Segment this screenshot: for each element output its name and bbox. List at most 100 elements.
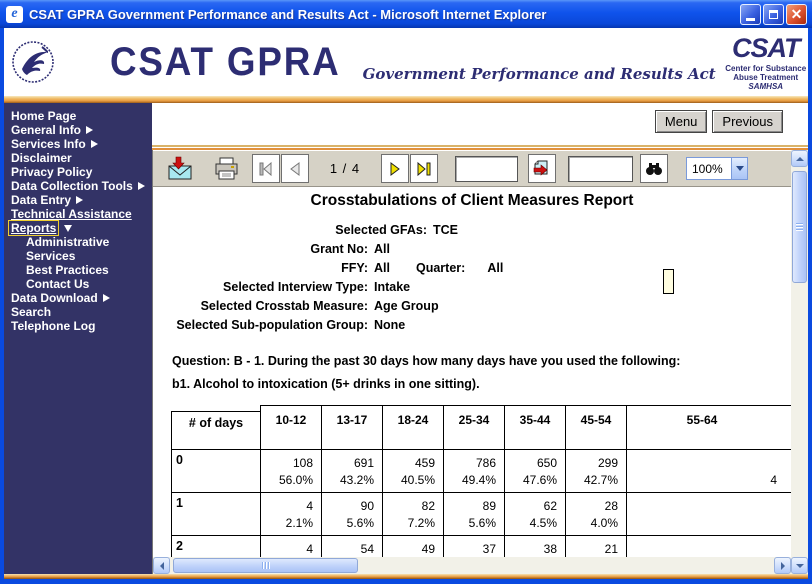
table-cell: 90 5.6% (321, 492, 383, 536)
sidebar-item-label-highlighted: Reports (8, 220, 60, 236)
content-top-bar: Menu Previous (152, 103, 808, 145)
scroll-left-button[interactable] (153, 557, 170, 574)
table-cell (626, 492, 791, 536)
param-value: All (374, 242, 390, 256)
csat-logo-samhsa: SAMHSA (748, 82, 784, 91)
table-cell: 299 42.7% (565, 449, 627, 493)
print-icon[interactable] (213, 156, 240, 182)
table-cell: 37 (443, 535, 505, 557)
last-page-button[interactable] (410, 154, 438, 183)
report-viewer: 1 / 4 (152, 150, 808, 574)
menu-button[interactable]: Menu (654, 110, 708, 133)
last-page-icon (417, 161, 431, 176)
sidebar-item-data-entry[interactable]: Data Entry (4, 193, 152, 207)
table-row: 2 4 54 49 37 38 21 (171, 535, 791, 557)
brand-tagline: Government Performance and Results Act (362, 65, 716, 83)
sidebar-item-telephone-log[interactable]: Telephone Log (4, 319, 152, 333)
vertical-scrollbar-track[interactable] (791, 283, 808, 557)
previous-button[interactable]: Previous (712, 110, 783, 133)
goto-page-button[interactable] (528, 154, 556, 183)
sidebar-item-label: Privacy Policy (11, 165, 93, 179)
param-label: Quarter: (415, 261, 466, 275)
horizontal-scrollbar[interactable] (153, 557, 791, 574)
sidebar-item-label: Services Info (11, 137, 86, 151)
table-cell: 38 (504, 535, 566, 557)
sidebar-item-contact-us[interactable]: Contact Us (4, 277, 152, 291)
question-text: Question: B - 1. During the past 30 days… (172, 350, 680, 396)
sidebar-item-administrative[interactable]: Administrative (4, 235, 152, 249)
column-header: 55-64 (626, 405, 791, 450)
table-cell: 691 43.2% (321, 449, 383, 493)
sidebar-item-privacy-policy[interactable]: Privacy Policy (4, 165, 152, 179)
horizontal-scrollbar-thumb[interactable] (173, 558, 358, 573)
sidebar-item-general-info[interactable]: General Info (4, 123, 152, 137)
csat-logo-sub1: Center for Substance (725, 64, 807, 73)
sidebar-item-data-download[interactable]: Data Download (4, 291, 152, 305)
horizontal-scrollbar-track[interactable] (358, 557, 774, 574)
chevron-right-icon (137, 182, 145, 190)
crosstab-table: # of days 10-12 13-17 18-24 25-34 35-44 … (171, 405, 791, 557)
chevron-down-icon (795, 563, 804, 568)
page-indicator: 1 / 4 (329, 161, 361, 176)
param-value: TCE (433, 223, 458, 237)
brand-logo-text: CSAT GPRA (110, 39, 341, 84)
table-cell: 89 5.6% (443, 492, 505, 536)
table-cell: 108 56.0% (260, 449, 322, 493)
csat-samhsa-logo: CSAT Center for Substance Abuse Treatmen… (716, 33, 808, 91)
table-cell: 49 (382, 535, 444, 557)
sidebar-item-best-practices[interactable]: Best Practices (4, 263, 152, 277)
gold-bottom-bar (4, 574, 808, 579)
goto-page-input[interactable] (455, 155, 518, 182)
sidebar-item-label: Data Entry (11, 193, 72, 207)
previous-page-button[interactable] (281, 154, 309, 183)
search-text-input[interactable] (568, 155, 633, 182)
sidebar-item-label: Best Practices (26, 263, 109, 277)
sidebar-item-reports[interactable]: Reports (4, 220, 152, 236)
sidebar-item-technical-assistance[interactable]: Technical Assistance (4, 207, 152, 221)
row-label: 2 (171, 535, 261, 557)
export-icon[interactable] (167, 156, 193, 182)
column-header: 18-24 (382, 405, 444, 450)
column-header: 13-17 (321, 405, 383, 450)
sidebar-item-services[interactable]: Services (4, 249, 152, 263)
row-label: 0 (171, 449, 261, 493)
zoom-select[interactable]: 100% (686, 157, 748, 180)
csat-logo-sub2: Abuse Treatment (733, 73, 799, 82)
param-value: All (374, 261, 390, 275)
sidebar-item-label: Search (11, 305, 52, 319)
vertical-scrollbar[interactable] (791, 150, 808, 574)
sidebar-item-disclaimer[interactable]: Disclaimer (4, 151, 152, 165)
chevron-down-icon (64, 224, 73, 232)
next-page-icon (390, 161, 400, 176)
close-icon: ✕ (790, 6, 803, 22)
close-button[interactable]: ✕ (786, 3, 807, 25)
sidebar-item-label: Technical Assistance (11, 207, 132, 221)
chevron-right-icon (76, 196, 84, 204)
sidebar-item-home-page[interactable]: Home Page (4, 109, 152, 123)
sidebar-item-data-collection-tools[interactable]: Data Collection Tools (4, 179, 152, 193)
scroll-down-button[interactable] (791, 557, 808, 574)
minimize-button[interactable] (740, 3, 761, 25)
scroll-up-button[interactable] (791, 150, 808, 167)
sidebar-item-label: General Info (11, 123, 82, 137)
content-area: Menu Previous (152, 103, 808, 574)
param-label: Selected Interview Type: (223, 280, 368, 294)
viewer-toolbar: 1 / 4 (153, 150, 791, 187)
search-button[interactable] (640, 154, 668, 183)
sidebar-item-search[interactable]: Search (4, 305, 152, 319)
search-binoculars-icon (646, 162, 662, 175)
sidebar-item-label: Home Page (11, 109, 77, 123)
vertical-scrollbar-thumb[interactable] (792, 171, 807, 283)
zoom-dropdown-button[interactable] (731, 158, 747, 179)
chevron-right-icon (90, 140, 98, 148)
chevron-right-icon (102, 294, 110, 302)
chevron-right-icon (86, 126, 94, 134)
next-page-button[interactable] (381, 154, 409, 183)
sidebar-item-label: Disclaimer (11, 151, 72, 165)
sidebar-item-services-info[interactable]: Services Info (4, 137, 152, 151)
first-page-button[interactable] (252, 154, 280, 183)
maximize-button[interactable] (763, 3, 784, 25)
scroll-right-button[interactable] (774, 557, 791, 574)
table-row: 0 108 56.0% 691 43.2% 459 40.5% 786 49.4% 65… (171, 449, 791, 493)
